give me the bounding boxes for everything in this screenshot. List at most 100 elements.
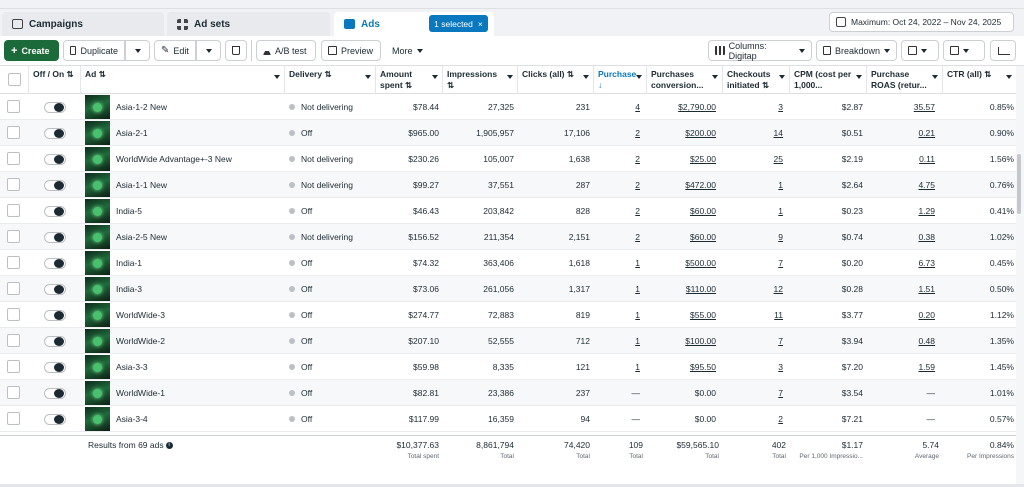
row-checkbox[interactable] bbox=[7, 360, 20, 373]
cell-conv[interactable]: $500.00 bbox=[647, 250, 716, 276]
header-clicks[interactable]: Clicks (all) ⇅ bbox=[518, 66, 594, 94]
table-row[interactable]: Asia-3-4 Off $117.99 16,359 94 — $0.00 2 $7.21 — 0… bbox=[0, 406, 1016, 432]
cell-checkouts[interactable]: 3 bbox=[723, 354, 783, 380]
table-row[interactable]: Asia-2-1 Off $965.00 1,905,957 17,106 2 $200.0… bbox=[0, 120, 1016, 146]
preview-button[interactable]: Preview bbox=[321, 40, 381, 61]
select-all-checkbox[interactable] bbox=[8, 73, 21, 86]
more-button[interactable]: More bbox=[386, 40, 432, 61]
table-row[interactable]: Asia-1-2 New Not delivering $78.44 27,325 23… bbox=[0, 94, 1016, 120]
cell-conv[interactable]: $95.50 bbox=[647, 354, 716, 380]
cell-conv[interactable]: $2,790.00 bbox=[647, 94, 716, 120]
cell-checkouts[interactable]: 25 bbox=[723, 146, 783, 172]
cell-purchase[interactable]: 2 bbox=[594, 198, 640, 224]
ad-name[interactable]: Asia-1-2 New bbox=[116, 102, 168, 112]
cell-purchase[interactable]: 4 bbox=[594, 94, 640, 120]
cell-roas[interactable]: 1.51 bbox=[867, 276, 935, 302]
cell-checkouts[interactable]: 11 bbox=[723, 302, 783, 328]
ad-name[interactable]: India-3 bbox=[116, 284, 142, 294]
row-toggle[interactable] bbox=[44, 258, 66, 269]
row-toggle[interactable] bbox=[44, 310, 66, 321]
cell-roas[interactable]: 0.48 bbox=[867, 328, 935, 354]
export-button[interactable] bbox=[943, 40, 985, 61]
ad-thumbnail[interactable] bbox=[85, 121, 110, 145]
header-checkouts[interactable]: Checkouts initiated ⇅ bbox=[723, 66, 790, 94]
create-button[interactable]: + Create bbox=[4, 40, 59, 61]
header-cpm[interactable]: CPM (cost per 1,000... bbox=[790, 66, 867, 94]
chevron-down-icon[interactable] bbox=[779, 75, 785, 79]
row-toggle[interactable] bbox=[44, 128, 66, 139]
ad-name[interactable]: WorldWide-3 bbox=[116, 310, 165, 320]
cell-purchase[interactable]: 2 bbox=[594, 172, 640, 198]
table-row[interactable]: WorldWide-1 Off $82.81 23,386 237 — $0.00 7 $3.5… bbox=[0, 380, 1016, 406]
ad-name[interactable]: Asia-3-4 bbox=[116, 414, 148, 424]
ad-thumbnail[interactable] bbox=[85, 303, 110, 327]
header-ad[interactable]: Ad ⇅ bbox=[81, 66, 285, 94]
ad-name[interactable]: Asia-1-1 New bbox=[116, 180, 168, 190]
header-select-all[interactable] bbox=[0, 66, 29, 94]
table-row[interactable]: Asia-3-3 Off $59.98 8,335 121 1 $95.50 3 $7.20 1.… bbox=[0, 354, 1016, 380]
cell-checkouts[interactable]: 14 bbox=[723, 120, 783, 146]
ad-thumbnail[interactable] bbox=[85, 277, 110, 301]
cell-conv[interactable]: $0.00 bbox=[647, 380, 716, 406]
ad-name[interactable]: India-1 bbox=[116, 258, 142, 268]
header-impressions[interactable]: Impressions ⇅ bbox=[443, 66, 518, 94]
cell-roas[interactable]: 1.29 bbox=[867, 198, 935, 224]
cell-conv[interactable]: $60.00 bbox=[647, 198, 716, 224]
ad-thumbnail[interactable] bbox=[85, 173, 110, 197]
info-icon[interactable]: i bbox=[165, 442, 173, 450]
chevron-down-icon[interactable] bbox=[507, 75, 513, 79]
columns-button[interactable]: Columns: Digitap bbox=[708, 40, 812, 61]
row-toggle[interactable] bbox=[44, 206, 66, 217]
delete-button[interactable] bbox=[225, 40, 247, 61]
row-toggle[interactable] bbox=[44, 102, 66, 113]
row-toggle[interactable] bbox=[44, 154, 66, 165]
cell-roas[interactable]: — bbox=[867, 406, 936, 432]
row-toggle[interactable] bbox=[44, 388, 66, 399]
row-toggle[interactable] bbox=[44, 180, 66, 191]
row-toggle[interactable] bbox=[44, 362, 66, 373]
row-checkbox[interactable] bbox=[7, 282, 20, 295]
row-toggle[interactable] bbox=[44, 232, 66, 243]
cell-roas[interactable]: 0.38 bbox=[867, 224, 935, 250]
row-checkbox[interactable] bbox=[7, 204, 20, 217]
chevron-down-icon[interactable] bbox=[432, 75, 438, 79]
ad-thumbnail[interactable] bbox=[85, 95, 110, 119]
table-row[interactable]: WorldWide-3 Off $274.77 72,883 819 1 $55.00 11 $… bbox=[0, 302, 1016, 328]
duplicate-button[interactable]: Duplicate bbox=[63, 40, 125, 61]
close-icon[interactable]: × bbox=[477, 18, 483, 29]
ad-name[interactable]: Asia-2-5 New bbox=[116, 232, 168, 242]
row-toggle[interactable] bbox=[44, 336, 66, 347]
chevron-down-icon[interactable] bbox=[636, 75, 642, 79]
ad-thumbnail[interactable] bbox=[85, 147, 110, 171]
cell-conv[interactable]: $200.00 bbox=[647, 120, 716, 146]
cell-roas[interactable]: 0.11 bbox=[867, 146, 935, 172]
cell-roas[interactable]: 1.59 bbox=[867, 354, 935, 380]
cell-checkouts[interactable]: 3 bbox=[723, 94, 783, 120]
cell-checkouts[interactable]: 1 bbox=[723, 198, 783, 224]
row-checkbox[interactable] bbox=[7, 256, 20, 269]
header-delivery[interactable]: Delivery ⇅ bbox=[285, 66, 376, 94]
cell-purchase[interactable]: 1 bbox=[594, 276, 640, 302]
cell-checkouts[interactable]: 2 bbox=[723, 406, 783, 432]
ad-thumbnail[interactable] bbox=[85, 225, 110, 249]
cell-roas[interactable]: — bbox=[867, 380, 936, 406]
row-checkbox[interactable] bbox=[7, 126, 20, 139]
chevron-down-icon[interactable] bbox=[583, 75, 589, 79]
row-checkbox[interactable] bbox=[7, 308, 20, 321]
ad-name[interactable]: Asia-3-3 bbox=[116, 362, 148, 372]
breakdown-button[interactable]: Breakdown bbox=[816, 40, 897, 61]
table-row[interactable]: WorldWide Advantage+-3 New Not delivering… bbox=[0, 146, 1016, 172]
tab-ad-sets[interactable]: Ad sets bbox=[167, 12, 330, 36]
row-checkbox[interactable] bbox=[7, 178, 20, 191]
tab-campaigns[interactable]: Campaigns bbox=[2, 12, 164, 36]
cell-conv[interactable]: $100.00 bbox=[647, 328, 716, 354]
cell-checkouts[interactable]: 7 bbox=[723, 328, 783, 354]
scrollbar-thumb[interactable] bbox=[1017, 154, 1021, 214]
edit-button[interactable]: ✎ Edit bbox=[154, 40, 196, 61]
row-checkbox[interactable] bbox=[7, 100, 20, 113]
cell-purchase[interactable]: — bbox=[594, 406, 641, 432]
cell-checkouts[interactable]: 9 bbox=[723, 224, 783, 250]
chevron-down-icon[interactable] bbox=[712, 75, 718, 79]
header-purchase[interactable]: Purchase ↓ bbox=[594, 66, 647, 94]
table-row[interactable]: WorldWide-2 Off $207.10 52,555 712 1 $100.00 7 $… bbox=[0, 328, 1016, 354]
